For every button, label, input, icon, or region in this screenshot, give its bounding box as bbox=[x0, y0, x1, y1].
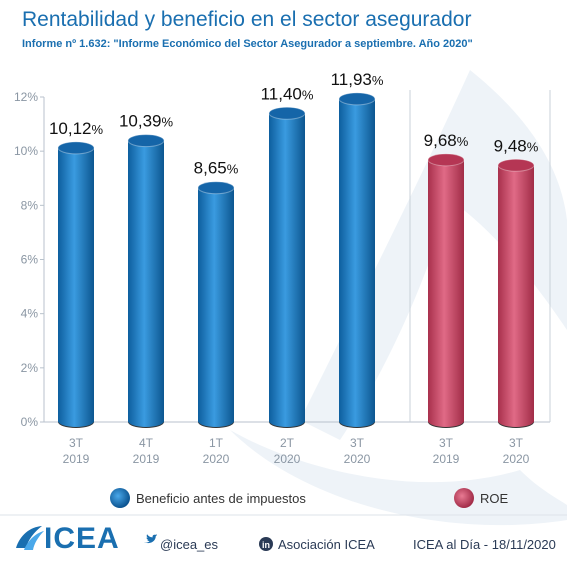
y-tick-label: 12% bbox=[14, 90, 38, 104]
y-tick-label: 10% bbox=[14, 144, 38, 158]
bar bbox=[498, 165, 534, 422]
bar-bottom bbox=[198, 415, 234, 427]
x-tick-label: 2020 bbox=[344, 452, 371, 466]
icea-logo-text: ICEA bbox=[44, 522, 120, 555]
bar-bottom bbox=[128, 415, 164, 427]
bar-bottom bbox=[269, 415, 305, 427]
legend-marker-roe bbox=[454, 488, 474, 508]
y-tick-label: 8% bbox=[21, 198, 39, 212]
bar bbox=[339, 98, 375, 422]
twitter-icon bbox=[144, 534, 158, 544]
x-tick-label: 3T bbox=[509, 436, 524, 450]
bar-top bbox=[57, 141, 95, 155]
y-tick-label: 0% bbox=[21, 415, 39, 429]
linkedin-icon: in bbox=[259, 537, 273, 551]
legend-label-roe: ROE bbox=[480, 491, 509, 506]
svg-text:in: in bbox=[262, 540, 270, 550]
x-tick-label: 2020 bbox=[503, 452, 530, 466]
legend-marker-beneficio bbox=[110, 488, 130, 508]
x-tick-label: 2019 bbox=[63, 452, 90, 466]
x-tick-label: 2T bbox=[280, 436, 295, 450]
data-label: 11,93% bbox=[331, 70, 384, 89]
x-tick-label: 3T bbox=[350, 436, 365, 450]
bar-bottom bbox=[339, 415, 375, 427]
bar bbox=[128, 140, 164, 422]
watermark-swoosh-lower bbox=[230, 430, 567, 526]
bar-top bbox=[427, 153, 465, 167]
x-tick-label: 2020 bbox=[203, 452, 230, 466]
bar bbox=[58, 147, 94, 422]
bar bbox=[428, 159, 464, 423]
y-tick-label: 4% bbox=[21, 307, 39, 321]
data-label: 8,65% bbox=[194, 159, 239, 178]
legend-label-beneficio: Beneficio antes de impuestos bbox=[136, 491, 306, 506]
x-tick-label: 2020 bbox=[274, 452, 301, 466]
y-tick-label: 6% bbox=[21, 253, 39, 267]
bar-top bbox=[497, 158, 535, 172]
x-tick-label: 3T bbox=[439, 436, 454, 450]
data-label: 9,68% bbox=[424, 131, 469, 150]
bar bbox=[198, 187, 234, 422]
bar-top bbox=[197, 181, 235, 195]
bar-bottom bbox=[498, 415, 534, 427]
twitter-handle[interactable]: @icea_es bbox=[160, 537, 219, 552]
x-tick-label: 1T bbox=[209, 436, 224, 450]
bar-top bbox=[338, 92, 376, 106]
bar bbox=[269, 113, 305, 422]
x-tick-label: 3T bbox=[69, 436, 84, 450]
data-label: 10,12% bbox=[49, 119, 104, 138]
data-label: 11,40% bbox=[261, 84, 314, 103]
chart-subtitle: Informe nº 1.632: "Informe Económico del… bbox=[22, 38, 473, 50]
bar-bottom bbox=[428, 415, 464, 427]
chart-title: Rentabilidad y beneficio en el sector as… bbox=[22, 8, 472, 31]
bar-bottom bbox=[58, 415, 94, 427]
y-tick-label: 2% bbox=[21, 361, 39, 375]
linkedin-link[interactable]: Asociación ICEA bbox=[278, 537, 375, 552]
bar-top bbox=[127, 134, 165, 148]
x-tick-label: 2019 bbox=[133, 452, 160, 466]
date-note: ICEA al Día - 18/11/2020 bbox=[413, 537, 556, 552]
data-label: 10,39% bbox=[119, 112, 174, 131]
x-tick-label: 2019 bbox=[433, 452, 460, 466]
bar-top bbox=[268, 106, 306, 120]
icea-logo-icon bbox=[16, 526, 44, 550]
data-label: 9,48% bbox=[494, 136, 539, 155]
x-tick-label: 4T bbox=[139, 436, 154, 450]
